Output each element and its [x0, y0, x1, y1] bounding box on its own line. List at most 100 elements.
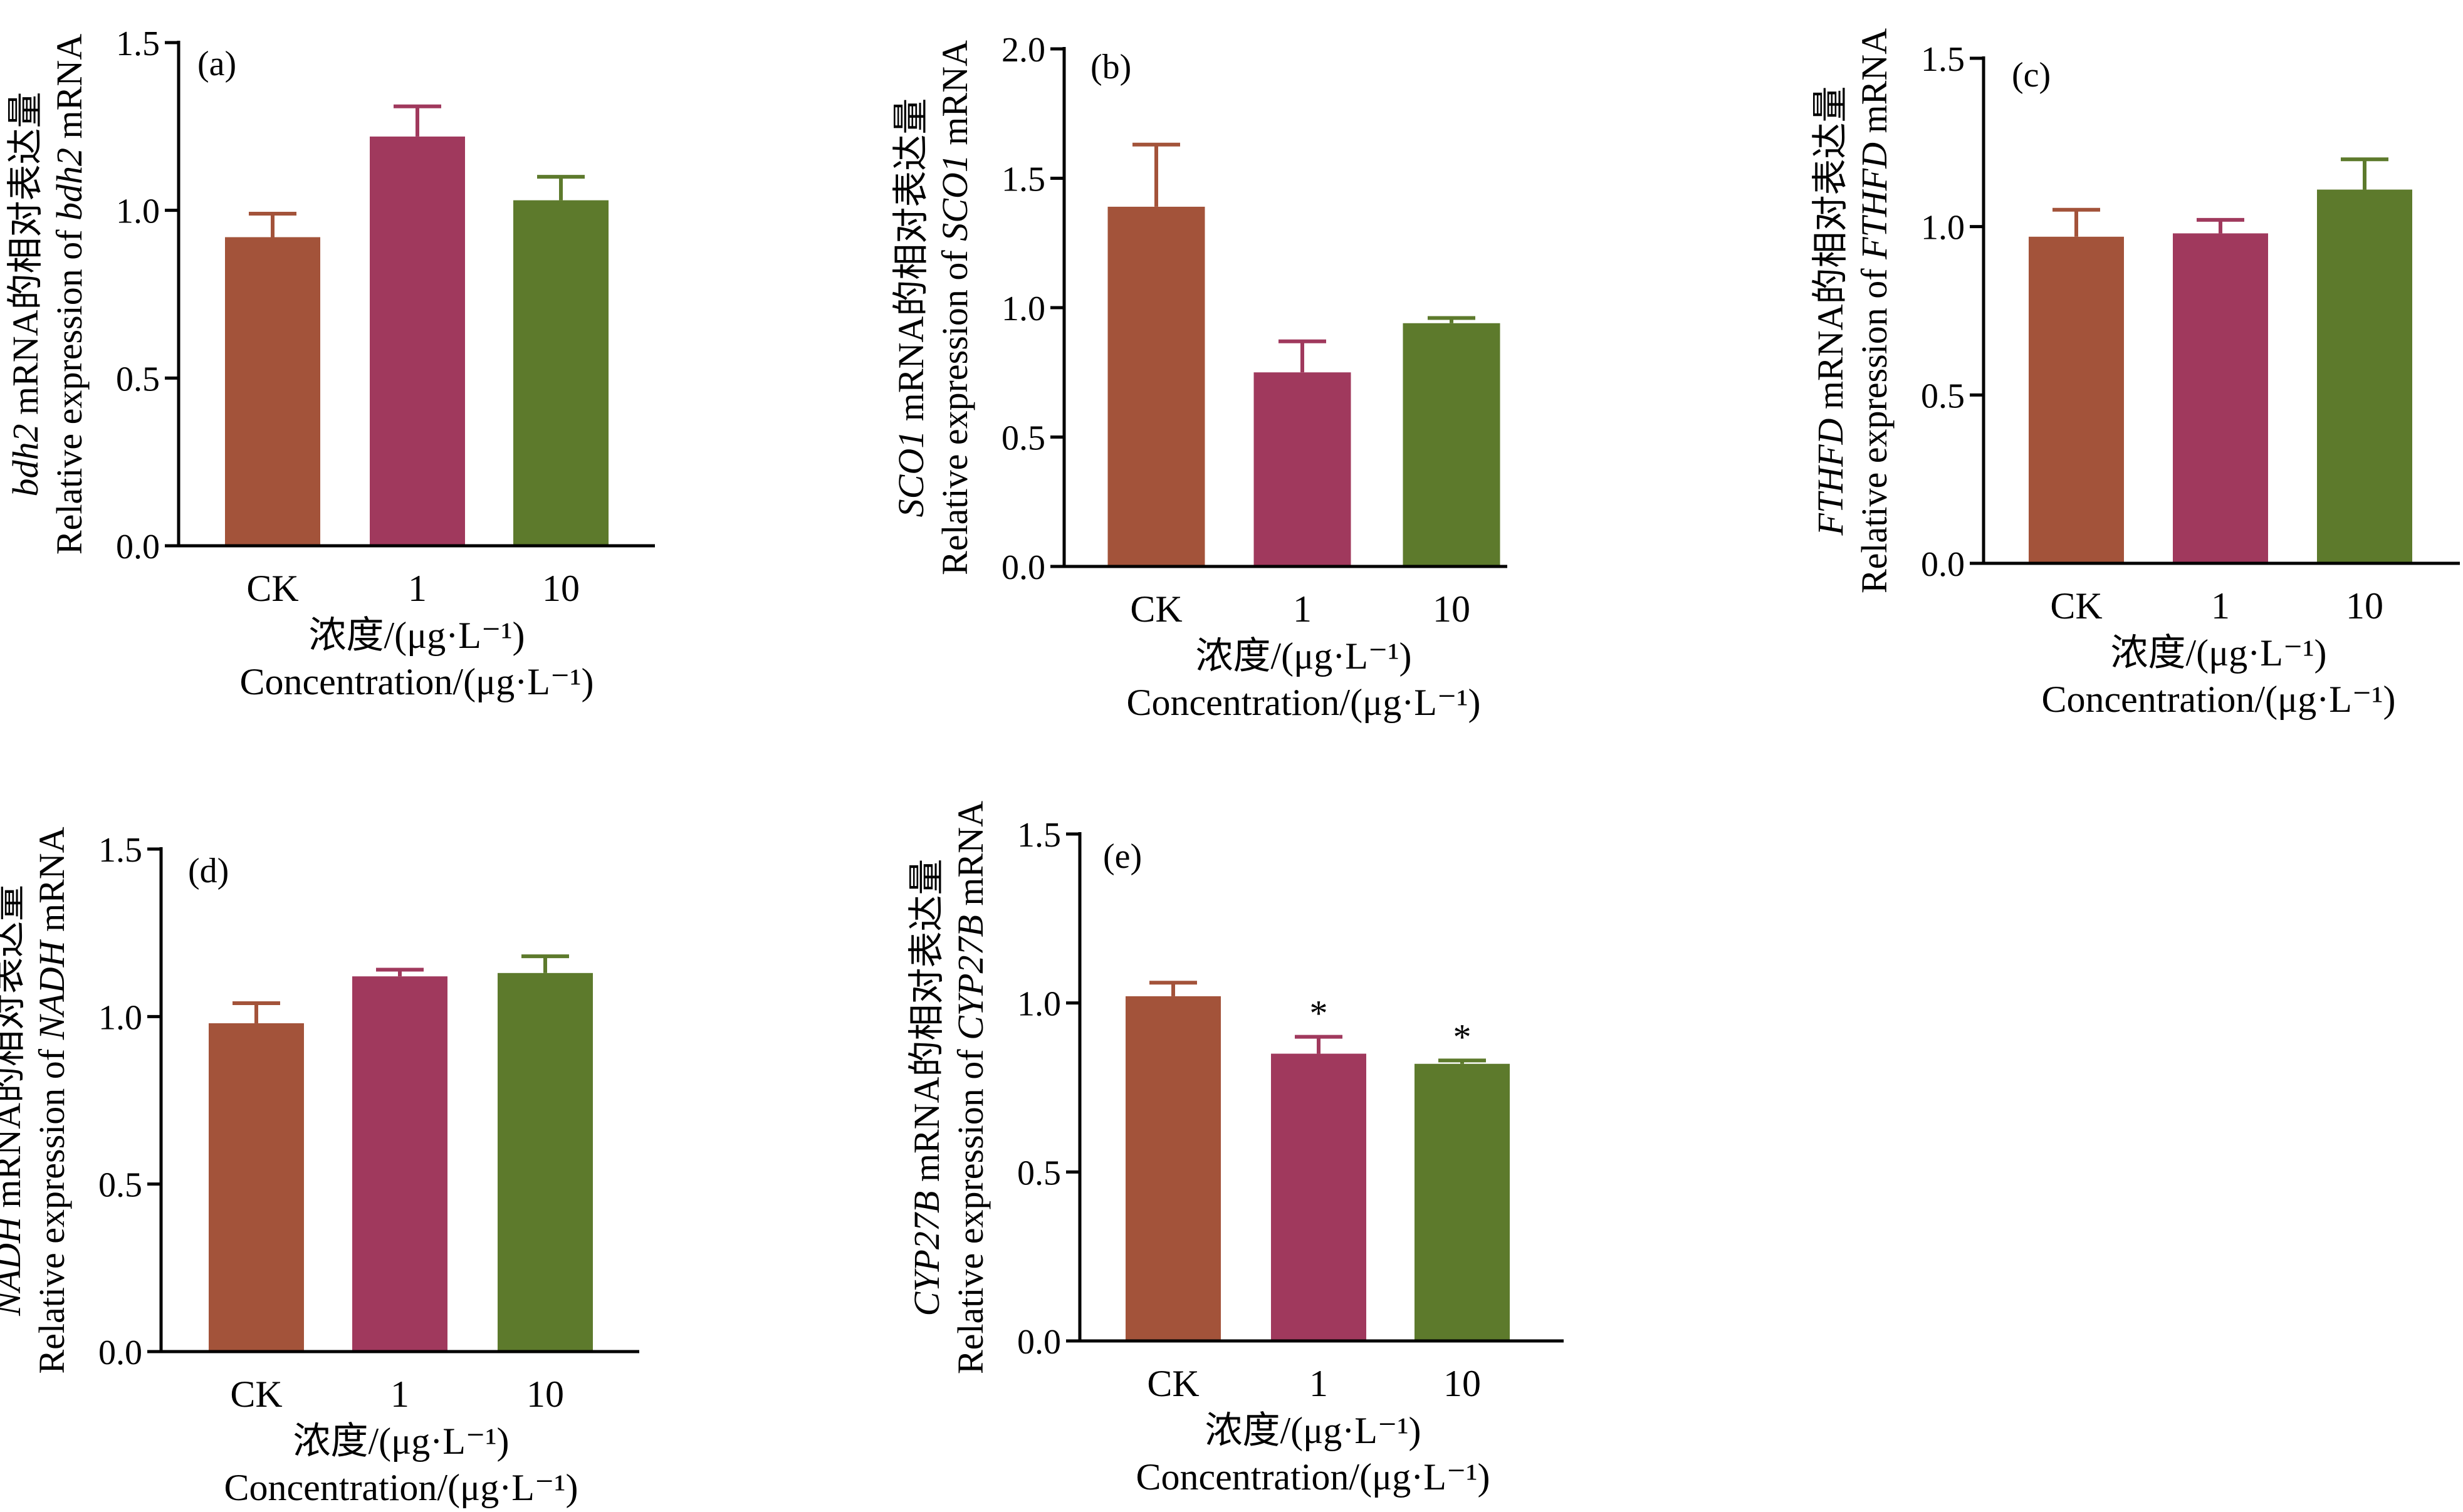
y-tick-label: 1.0 — [1921, 209, 1965, 248]
bar — [1107, 206, 1205, 566]
bar — [370, 136, 465, 546]
x-tick-label: CK — [230, 1374, 282, 1415]
y-axis-label-cn-rest: mRNA的相对表达量 — [0, 885, 28, 1217]
chart-panel-b: CK 1 10 0.0 0.5 1.0 1.5 2.0 (b) 浓度/(μg·L⁻¹) Concen… — [891, 31, 1507, 723]
y-tick-label: 0.0 — [1017, 1323, 1061, 1362]
panel-label: (b) — [1090, 48, 1131, 86]
gene-name: CYP27B — [906, 1191, 947, 1316]
y-axis-label-en-pre: Relative expression of — [950, 1040, 991, 1374]
chart-panel-c: CK 1 10 0.0 0.5 1.0 1.5 (c) 浓度/(μg·L⁻¹) Concentra… — [1810, 28, 2460, 720]
chart-panel-e: CK * 1 * 10 0.0 0.5 1.0 1.5 (e) 浓度/(μg·L⁻¹) Concent… — [906, 801, 1564, 1498]
y-tick-label: 0.0 — [98, 1333, 142, 1372]
y-tick-label: 1.5 — [1017, 816, 1061, 855]
bar — [2029, 236, 2124, 564]
x-axis-label-en: Concentration/(μg·L⁻¹) — [2042, 679, 2396, 720]
x-axis-label-cn: 浓度/(μg·L⁻¹) — [1205, 1410, 1421, 1451]
y-tick-label: 0.5 — [1921, 377, 1965, 415]
y-axis-label-en-pre: Relative expression of — [31, 1040, 72, 1374]
gene-name: bdh2 — [5, 424, 46, 497]
gene-name: SCO1 — [891, 430, 931, 518]
x-axis-label-en: Concentration/(μg·L⁻¹) — [240, 661, 594, 702]
bar — [2173, 233, 2268, 563]
y-axis-label-cn: NADH mRNA的相对表达量 — [0, 885, 28, 1316]
y-axis-label-en: Relative expression of NADH mRNA — [31, 826, 72, 1374]
y-tick-label: 1.5 — [116, 24, 160, 63]
gene-name: NADH — [31, 939, 72, 1040]
y-axis-label-en: Relative expression of SCO1 mRNA — [934, 40, 975, 575]
x-tick-label: 1 — [390, 1374, 409, 1415]
bar — [352, 976, 447, 1352]
gene-name: CYP27B — [950, 915, 991, 1040]
y-tick-label: 1.5 — [1921, 40, 1965, 79]
y-tick-label: 1.5 — [98, 831, 142, 870]
x-tick-label: 1 — [1293, 588, 1312, 630]
y-tick-label: 0.5 — [98, 1166, 142, 1205]
bar — [498, 972, 593, 1352]
bar — [2317, 189, 2412, 563]
y-axis-label-cn-rest: mRNA的相对表达量 — [1810, 86, 1851, 419]
x-tick-label: 10 — [526, 1374, 564, 1415]
bar — [1126, 996, 1221, 1341]
y-axis-label-en-pre: Relative expression of — [1854, 259, 1895, 593]
panel-label: (c) — [2012, 56, 2051, 95]
y-tick-label: 1.0 — [98, 998, 142, 1037]
y-tick-label: 1.0 — [1017, 985, 1061, 1024]
y-axis-label-en-post: mRNA — [934, 40, 975, 154]
y-axis-label-cn: CYP27B mRNA的相对表达量 — [906, 859, 947, 1316]
y-axis-label-en-pre: Relative expression of — [934, 241, 975, 575]
y-axis-label-cn-rest: mRNA的相对表达量 — [906, 859, 947, 1191]
bar — [1415, 1063, 1510, 1341]
y-axis-label-cn-rest: mRNA的相对表达量 — [891, 98, 931, 430]
x-tick-label: 1 — [1309, 1363, 1328, 1404]
y-tick-label: 2.0 — [1001, 31, 1045, 70]
y-axis-label-en: Relative expression of FTHFD mRNA — [1854, 28, 1895, 593]
y-axis-label-cn: bdh2 mRNA的相对表达量 — [5, 91, 46, 496]
x-tick-label: 1 — [408, 568, 427, 609]
x-axis-label-cn: 浓度/(μg·L⁻¹) — [293, 1421, 509, 1462]
gene-name: FTHFD — [1810, 418, 1851, 536]
bar — [1253, 372, 1351, 566]
y-axis-label-cn-rest: mRNA的相对表达量 — [5, 91, 46, 424]
y-tick-label: 1.0 — [116, 192, 160, 231]
significance-mark: * — [1310, 993, 1328, 1034]
y-axis-label-en-post: mRNA — [31, 826, 72, 941]
x-tick-label: CK — [246, 568, 298, 609]
y-tick-label: 0.5 — [116, 360, 160, 399]
panel-label: (d) — [188, 852, 229, 890]
x-tick-label: 10 — [1433, 588, 1470, 630]
y-tick-label: 0.0 — [116, 528, 160, 566]
x-axis-label-cn: 浓度/(μg·L⁻¹) — [308, 615, 525, 656]
gene-name: bdh2 — [49, 148, 90, 221]
x-axis-label-cn: 浓度/(μg·L⁻¹) — [2110, 632, 2326, 674]
x-tick-label: CK — [2050, 585, 2102, 627]
panel-label: (a) — [197, 44, 236, 83]
bar — [225, 237, 320, 546]
y-tick-label: 0.5 — [1017, 1154, 1061, 1192]
bar — [1271, 1053, 1366, 1341]
x-axis-label-en: Concentration/(μg·L⁻¹) — [224, 1467, 578, 1508]
y-axis-label-en-post: mRNA — [950, 801, 991, 915]
x-tick-label: 10 — [542, 568, 580, 609]
x-tick-label: CK — [1130, 588, 1182, 630]
y-tick-label: 0.5 — [1001, 419, 1045, 458]
bar — [209, 1023, 304, 1352]
y-axis-label-en-post: mRNA — [49, 34, 90, 148]
x-tick-label: 10 — [2346, 585, 2383, 627]
y-axis-label-cn: FTHFD mRNA的相对表达量 — [1810, 86, 1851, 536]
gene-name: FTHFD — [1854, 142, 1895, 260]
bar — [513, 200, 609, 546]
y-axis-label-en-pre: Relative expression of — [49, 221, 90, 555]
y-tick-label: 0.0 — [1921, 545, 1965, 584]
x-tick-label: CK — [1147, 1363, 1199, 1404]
y-tick-label: 0.0 — [1001, 548, 1045, 587]
x-axis-label-en: Concentration/(μg·L⁻¹) — [1127, 682, 1481, 723]
x-axis-label-en: Concentration/(μg·L⁻¹) — [1136, 1456, 1490, 1498]
gene-name: NADH — [0, 1215, 28, 1316]
panel-label: (e) — [1103, 837, 1142, 876]
y-axis-label-en: Relative expression of CYP27B mRNA — [950, 801, 991, 1374]
y-axis-label-cn: SCO1 mRNA的相对表达量 — [891, 98, 931, 518]
bar — [1403, 323, 1500, 566]
gene-name: SCO1 — [934, 154, 975, 241]
significance-mark: * — [1453, 1016, 1472, 1057]
